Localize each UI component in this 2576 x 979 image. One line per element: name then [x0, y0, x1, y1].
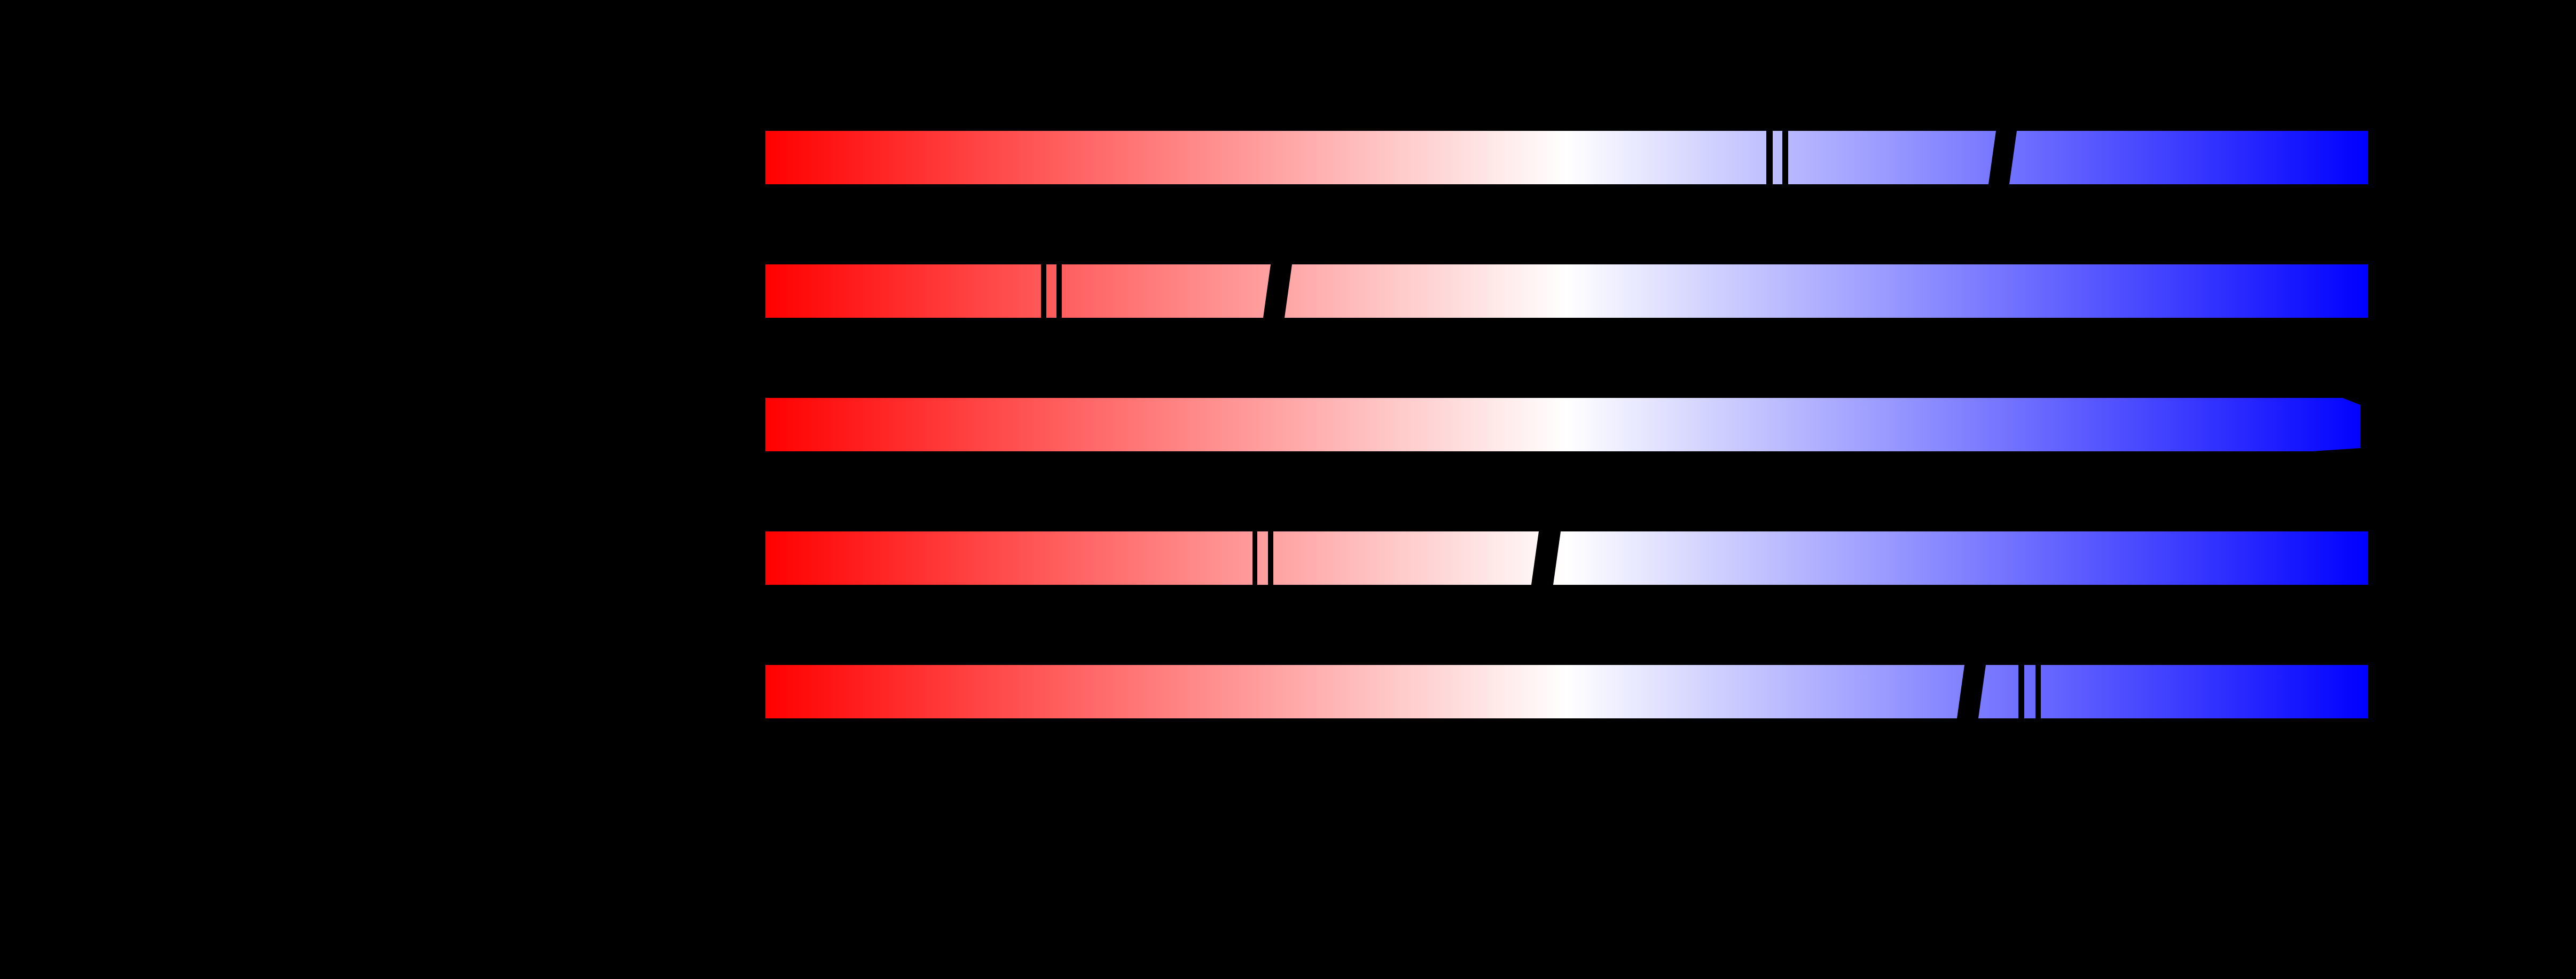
thin-tick-marker: [1252, 530, 1257, 586]
red-white-blue-gradient: [765, 264, 2368, 318]
red-white-blue-gradient: [765, 531, 2368, 585]
red-white-blue-gradient: [765, 131, 2368, 184]
thin-tick-marker: [1040, 263, 1046, 319]
red-white-blue-gradient: [765, 398, 2368, 451]
thin-tick-marker: [2018, 664, 2024, 719]
thin-tick-marker: [1766, 130, 1773, 185]
gradient-bar-row-2: [765, 263, 2368, 319]
thin-tick-marker: [1056, 263, 1062, 319]
gradient-bar-row-3: [765, 398, 2360, 451]
gradient-bar-row-5: [765, 664, 2368, 719]
gradient-bar-row-1: [765, 130, 2368, 185]
gradient-bar-row-4: [765, 530, 2368, 586]
red-white-blue-gradient: [765, 665, 2368, 718]
thin-tick-marker: [2035, 664, 2041, 719]
thin-tick-marker: [1782, 130, 1789, 185]
thin-tick-marker: [1268, 530, 1274, 586]
